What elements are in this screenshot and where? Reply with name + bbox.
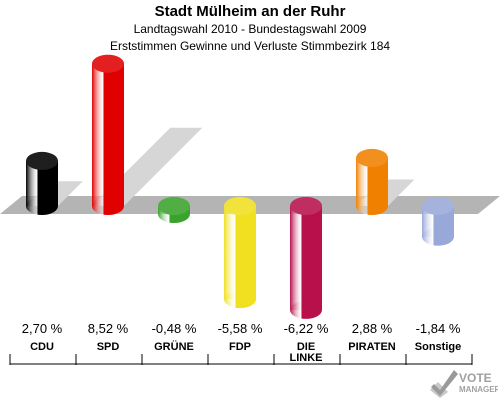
logo-manager-text: MANAGER: [459, 385, 498, 394]
bar-group-spd: [92, 54, 203, 215]
bar: [290, 206, 322, 310]
checkmark-ballot-icon: [430, 370, 458, 398]
bar-top-cap: [422, 197, 454, 215]
bar-group-cdu: [26, 151, 83, 215]
bar-top-cap-highlight: [290, 197, 322, 215]
bar-top-cap: [224, 197, 256, 215]
category-label: GRÜNE: [154, 340, 194, 353]
category-label: LINKE: [290, 352, 323, 364]
value-label: -5,58 %: [218, 321, 263, 336]
bar-top-cap-highlight: [26, 151, 58, 170]
bar-top-cap-highlight: [224, 197, 256, 215]
bar-top-cap: [356, 148, 388, 167]
bar-group-grüne: [158, 197, 190, 224]
bar-bottom-cap: [356, 197, 388, 215]
bar-bottom-cap: [92, 197, 124, 215]
chart-subtitle-2: Erststimmen Gewinne und Verluste Stimmbe…: [109, 39, 391, 53]
bar-bottom-cap: [26, 197, 58, 215]
category-label: CDU: [30, 341, 54, 353]
bar-group-piraten: [356, 148, 415, 215]
value-label: 2,70 %: [22, 321, 63, 336]
bar-group-sonstige: [422, 197, 454, 246]
value-label: 2,88 %: [352, 321, 393, 336]
bar: [92, 63, 124, 206]
value-label: -1,84 %: [416, 321, 461, 336]
bar-top-cap-highlight: [422, 197, 454, 215]
bar-top-cap-highlight: [158, 197, 190, 215]
bar-group-fdp: [224, 197, 256, 309]
bar: [224, 206, 256, 300]
bar-top-cap-highlight: [356, 148, 388, 167]
bar-group-die-linke: [290, 197, 322, 319]
bar-bottom-cap: [224, 290, 256, 309]
category-label: FDP: [229, 341, 251, 353]
chart-subtitle-1: Landtagswahl 2010 - Bundestagswahl 2009: [133, 22, 367, 36]
category-label: SPD: [97, 341, 120, 353]
bar-top-cap: [26, 151, 58, 170]
logo-vote-text: VOTE: [459, 371, 492, 385]
bar-top-cap: [158, 197, 190, 215]
category-label: Sonstige: [415, 341, 461, 353]
value-label: -6,22 %: [284, 321, 329, 336]
bar-bottom-cap: [290, 300, 322, 319]
value-label: -0,48 %: [152, 321, 197, 336]
vote-manager-logo: VOTE MANAGER: [430, 370, 498, 398]
bar-top-cap-highlight: [92, 54, 124, 73]
bar-bottom-cap: [422, 227, 454, 246]
category-label: DIE: [297, 341, 315, 353]
chart-title: Stadt Mülheim an der Ruhr: [154, 3, 346, 20]
category-label: PIRATEN: [348, 341, 396, 353]
value-label: 8,52 %: [88, 321, 129, 336]
bar-top-cap: [92, 54, 124, 73]
bar-top-cap: [290, 197, 322, 215]
